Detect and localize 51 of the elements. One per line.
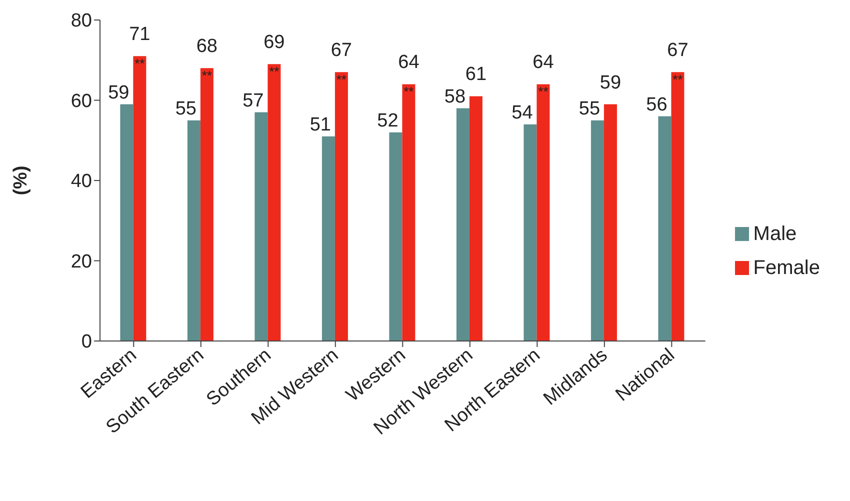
bar — [590, 120, 604, 341]
data-label: 56 — [646, 94, 668, 116]
annotation: ** — [202, 68, 212, 84]
data-label: 69 — [264, 32, 285, 54]
data-label: 57 — [242, 90, 264, 112]
data-label: 54 — [512, 102, 534, 124]
bar — [456, 108, 470, 341]
legend-label: Female — [753, 256, 820, 278]
data-label: 59 — [600, 72, 622, 94]
y-axis-title: (%) — [10, 166, 32, 196]
bar — [402, 84, 416, 341]
bar — [187, 120, 200, 341]
y-tick-label: 40 — [70, 171, 92, 192]
bar — [658, 116, 672, 341]
bar — [200, 68, 214, 341]
data-label: 52 — [377, 110, 398, 132]
bar — [469, 96, 482, 341]
bar — [254, 112, 268, 341]
data-label: 68 — [196, 36, 218, 58]
annotation: ** — [269, 64, 280, 80]
bar — [322, 136, 335, 341]
y-tick-label: 60 — [70, 90, 92, 112]
data-label: 58 — [444, 86, 466, 108]
data-label: 64 — [532, 52, 554, 74]
data-label: 61 — [465, 64, 487, 86]
legend-label: Male — [753, 222, 797, 244]
bar — [536, 84, 550, 341]
data-label: 55 — [175, 98, 196, 120]
y-tick-label: 80 — [70, 10, 92, 32]
bar — [268, 64, 281, 341]
bar — [524, 124, 537, 341]
annotation: ** — [672, 72, 683, 88]
annotation: ** — [336, 72, 347, 88]
annotation: ** — [538, 84, 548, 100]
y-tick-label: 20 — [70, 251, 92, 272]
bar — [604, 104, 617, 341]
bar — [389, 132, 402, 341]
y-tick-label: 0 — [81, 332, 92, 353]
data-label: 55 — [578, 98, 600, 120]
bar — [334, 72, 348, 341]
bar — [133, 56, 146, 341]
data-label: 67 — [330, 40, 352, 62]
bar — [671, 72, 684, 341]
data-label: 59 — [108, 82, 130, 104]
bar — [120, 104, 134, 341]
data-label: 51 — [310, 114, 332, 136]
annotation: ** — [404, 84, 414, 100]
data-label: 71 — [129, 24, 150, 46]
data-label: 64 — [398, 52, 420, 74]
annotation: ** — [134, 56, 145, 72]
data-label: 67 — [667, 40, 688, 62]
